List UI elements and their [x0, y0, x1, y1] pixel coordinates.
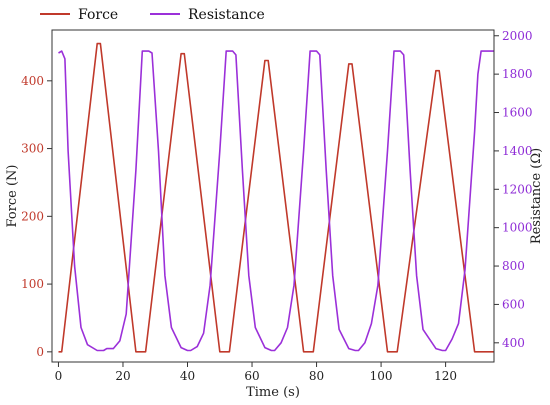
y-tick-label: 200 — [21, 209, 44, 223]
tick-layer: 0 20 40 60 80 100 1200100200300400400600800100… — [21, 29, 532, 383]
x-tick-label: 60 — [244, 369, 259, 383]
series-line-resistance — [58, 50, 494, 352]
y-tick-label: 100 — [21, 277, 44, 291]
y-tick-label: 300 — [21, 142, 44, 156]
y-tick-label: 400 — [21, 74, 44, 88]
y2-tick-label: 1000 — [502, 221, 533, 235]
y2-tick-label: 1200 — [502, 182, 533, 196]
y2-tick-label: 2000 — [502, 29, 533, 43]
x-tick-label: 20 — [115, 369, 130, 383]
plot-frame — [51, 29, 495, 363]
y-tick-label: 0 — [36, 345, 44, 359]
x-tick-label: 100 — [370, 369, 393, 383]
y-axis-label: Force (N) — [5, 165, 20, 228]
y2-tick-label: 800 — [502, 259, 525, 273]
y2-tick-label: 1800 — [502, 67, 533, 81]
x-tick-label: 120 — [434, 369, 457, 383]
x-tick-label: 80 — [309, 369, 324, 383]
legend-label-resistance: Resistance — [188, 7, 265, 23]
legend-label-force: Force — [78, 7, 118, 23]
y2-tick-label: 400 — [502, 336, 525, 350]
legend: Force Resistance — [40, 7, 265, 23]
y2-tick-label: 1400 — [502, 144, 533, 158]
x-tick-label: 0 — [55, 369, 63, 383]
x-tick-label: 40 — [180, 369, 195, 383]
x-axis-label: Time (s) — [246, 385, 300, 400]
y2-tick-label: 600 — [502, 297, 525, 311]
series-layer — [58, 42, 494, 353]
y2-axis-label: Resistance (Ω) — [529, 148, 544, 244]
plot-border — [51, 29, 495, 363]
series-line-force — [58, 42, 494, 353]
y2-tick-label: 1600 — [502, 106, 533, 120]
